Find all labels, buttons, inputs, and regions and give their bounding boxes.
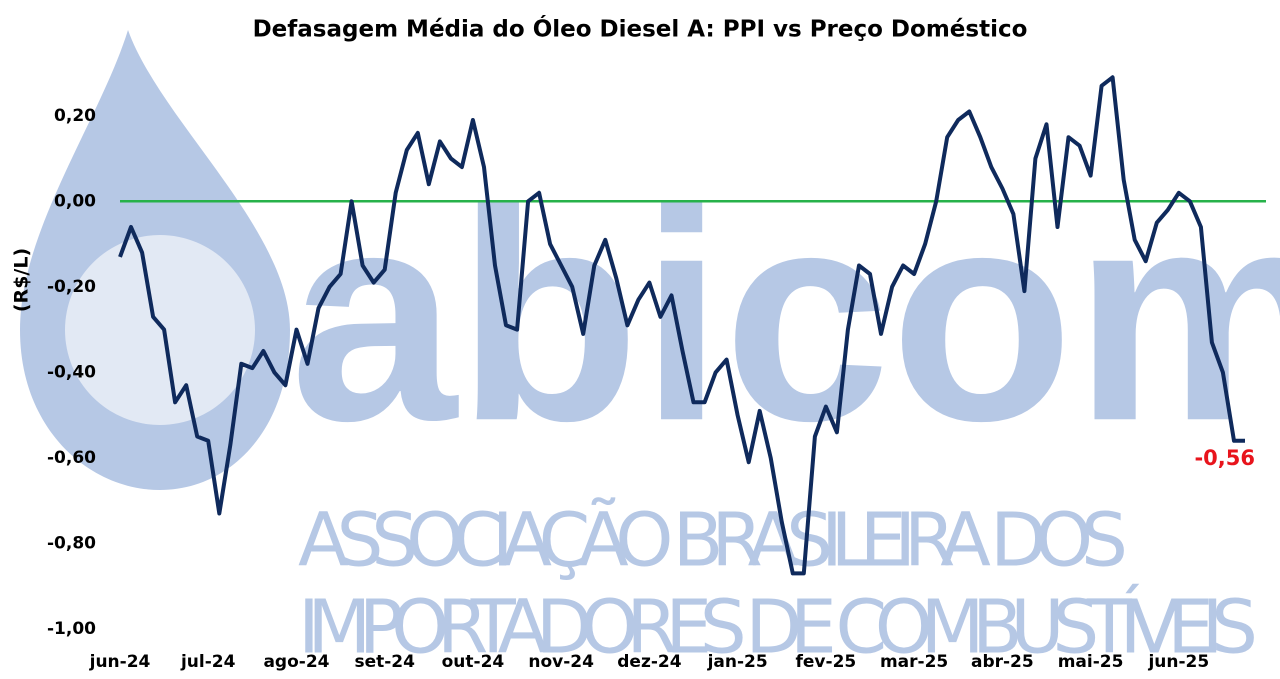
y-tick-label: -1,00 xyxy=(47,619,96,639)
y-axis-label: (R$/L) xyxy=(11,248,33,312)
x-tick-label: abr-25 xyxy=(971,652,1034,672)
x-tick-label: jun-24 xyxy=(89,652,151,672)
data-line xyxy=(118,75,1245,576)
end-value-label: -0,56 xyxy=(1194,446,1255,470)
x-tick-label: fev-25 xyxy=(796,652,857,672)
x-tick-label: mai-25 xyxy=(1058,652,1124,672)
watermark-line: IMPORTADORES DE COMBUSTÍVEIS xyxy=(298,583,1258,671)
x-tick-label: jul-24 xyxy=(180,652,236,672)
y-tick-label: -0,40 xyxy=(47,362,96,382)
y-tick-label: 0,20 xyxy=(54,106,96,126)
watermark-drop xyxy=(20,30,290,490)
y-tick-label: -0,80 xyxy=(47,533,96,553)
x-tick-label: dez-24 xyxy=(617,652,681,672)
watermark: abicom ASSOCIAÇÃO BRASILEIRA DOS IMPORTA… xyxy=(20,30,1280,671)
x-tick-label: set-24 xyxy=(354,652,415,672)
chart-title: Defasagem Média do Óleo Diesel A: PPI vs… xyxy=(253,15,1028,43)
y-tick-label: -0,60 xyxy=(47,448,96,468)
x-tick-label: out-24 xyxy=(442,652,505,672)
x-tick-label: nov-24 xyxy=(528,652,594,672)
x-tick-label: mar-25 xyxy=(880,652,948,672)
watermark-globe xyxy=(65,235,255,425)
x-tick-label: ago-24 xyxy=(263,652,329,672)
x-tick-label: jan-25 xyxy=(707,652,768,672)
y-tick-label: 0,00 xyxy=(54,191,96,211)
x-tick-label: jun-25 xyxy=(1147,652,1209,672)
watermark-line: ASSOCIAÇÃO BRASILEIRA DOS xyxy=(298,497,1128,584)
y-tick-label: -0,20 xyxy=(47,277,96,297)
watermark-logo: abicom xyxy=(290,147,1280,483)
